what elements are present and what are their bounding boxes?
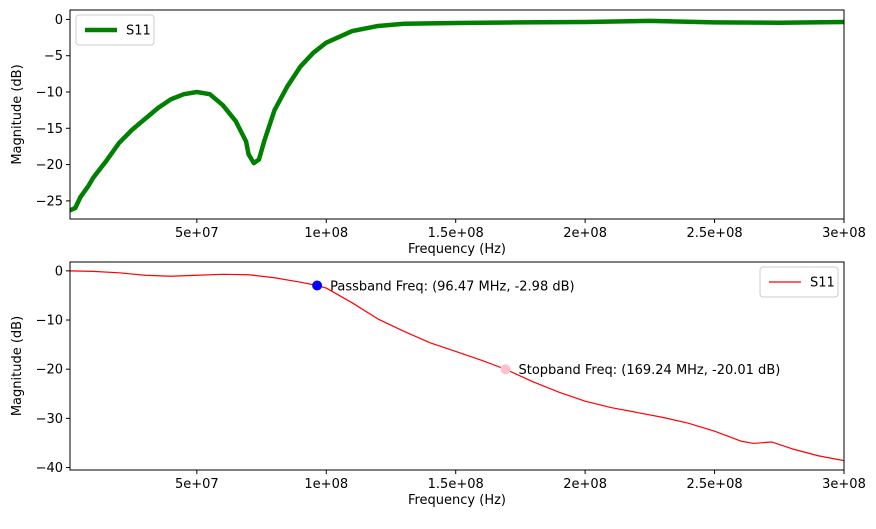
legend-entry-label: S11 [810,276,835,291]
x-tick-label: 1e+08 [304,226,348,241]
x-tick-label: 2e+08 [563,226,607,241]
y-tick-label: −40 [36,461,63,476]
y-tick-label: −10 [36,86,63,101]
x-tick-label: 1.5e+08 [428,226,484,241]
x-axis-label: Frequency (Hz) [408,242,506,257]
y-tick-label: −25 [36,194,63,209]
marker-point-1 [312,280,323,291]
y-tick-label: −15 [36,122,63,137]
x-tick-label: 2e+08 [563,477,607,492]
y-tick-label: −20 [36,158,63,173]
marker-annotation-1: Passband Freq: (96.47 MHz, -2.98 dB) [330,280,574,295]
chart-panel-1: 5e+07 1e+08 1.5e+08 2e+08 2.5e+08 3e+08 0 −5 −10… [10,9,866,257]
legend-entry-label: S11 [126,24,151,39]
legend: S11 [75,14,155,46]
axes-frame [69,9,845,220]
marker-point-2 [500,364,511,375]
x-tick-label: 5e+07 [175,477,219,492]
y-axis-label: Magnitude (dB) [10,64,25,164]
x-tick-label: 5e+07 [175,226,219,241]
y-tick-label: 0 [55,264,63,279]
x-tick-label: 3e+08 [822,226,866,241]
x-axis-label: Frequency (Hz) [408,493,506,508]
x-tick-label: 1.5e+08 [428,477,484,492]
y-tick-label: −20 [36,363,63,378]
legend: S11 [759,266,839,298]
y-tick-label: −10 [36,314,63,329]
marker-annotation-2: Stopband Freq: (169.24 MHz, -20.01 dB) [519,363,781,378]
y-tick-label: −30 [36,412,63,427]
axes-frame [69,261,845,471]
x-tick-label: 2.5e+08 [687,226,743,241]
x-tick-label: 3e+08 [822,477,866,492]
x-tick-label: 1e+08 [304,477,348,492]
y-axis-label: Magnitude (dB) [10,316,25,416]
chart-panel-2: Passband Freq: (96.47 MHz, -2.98 dB) Stop… [10,261,866,508]
y-tick-label: 0 [55,13,63,28]
x-tick-label: 2.5e+08 [687,477,743,492]
series-line-s11 [70,270,844,462]
series-line-s11 [70,18,844,213]
y-tick-label: −5 [44,49,63,64]
